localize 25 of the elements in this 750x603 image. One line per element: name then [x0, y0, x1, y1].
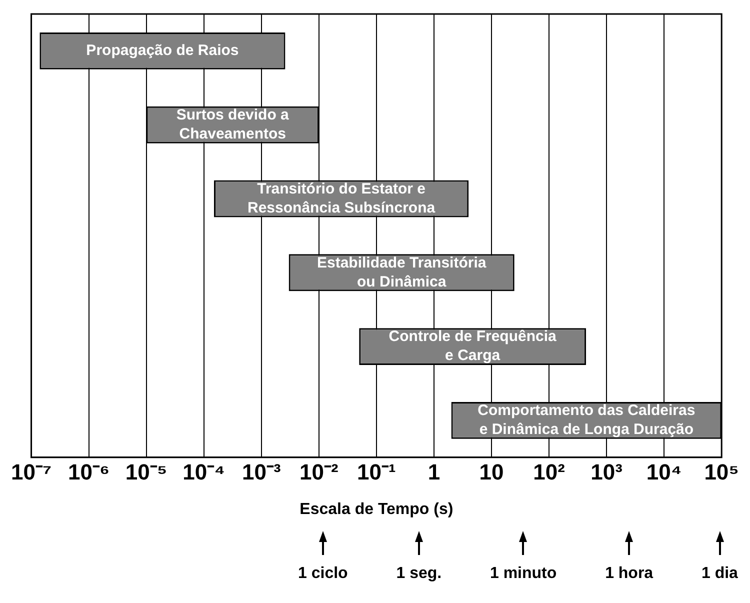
x-tick-label: 10⁻¹: [357, 460, 396, 485]
x-tick-label: 10⁻⁶: [68, 460, 110, 485]
y-tick-label: Transitório do Estator e Ressonância Subsíncrona: [248, 180, 436, 216]
x-tick-label: 10⁵: [704, 460, 740, 485]
text: 1 dia: [701, 565, 738, 583]
x-tick-label: 10⁻³: [242, 460, 281, 485]
x-tick-label: 10⁻⁵: [125, 460, 168, 485]
text: 1 minuto: [490, 565, 557, 583]
x-tick-label: 10²: [533, 460, 565, 485]
x-tick-label: 1: [428, 460, 440, 485]
x-tick-label: 10⁻²: [300, 460, 338, 485]
x-axis-title: Escala de Tempo (s): [300, 500, 454, 518]
text: 1 ciclo: [298, 565, 348, 583]
x-tick-label: 10⁻⁴: [182, 460, 226, 485]
text: 1 seg.: [396, 565, 442, 583]
y-tick-label: Controle de Frequência e Carga: [388, 328, 557, 364]
x-tick-label: 10⁴: [646, 460, 682, 485]
y-tick-label: Comportamento das Caldeiras e Dinâmica de Longa Duração: [478, 402, 696, 438]
text: 1 hora: [605, 565, 654, 583]
x-tick-label: 10: [479, 460, 504, 485]
y-tick-label: Surtos devido a Chaveamentos: [176, 106, 290, 142]
y-tick-label: Estabilidade Transitória ou Dinâmica: [317, 254, 487, 290]
x-tick-label: 10³: [590, 460, 622, 485]
y-tick-label: Propagação de Raios: [86, 42, 239, 60]
x-tick-label: 10⁻⁷: [10, 460, 52, 485]
